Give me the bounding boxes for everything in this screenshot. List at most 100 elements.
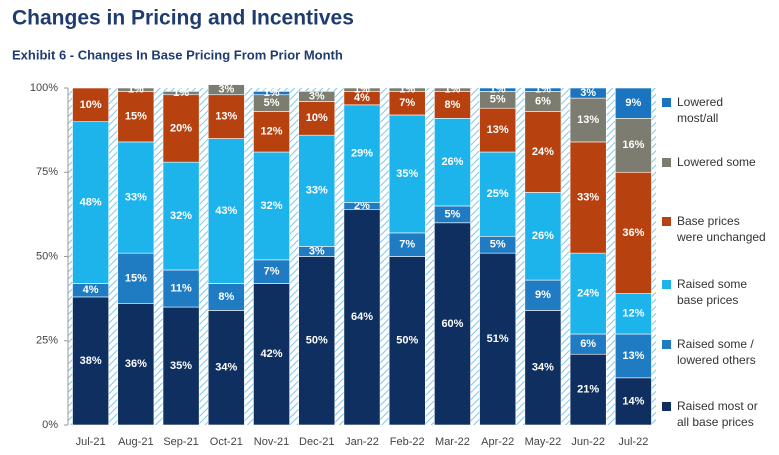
bar-segment xyxy=(117,141,155,254)
bar-segment xyxy=(388,87,426,92)
data-label: 3% xyxy=(218,84,234,96)
data-label: 7% xyxy=(399,97,415,109)
data-label: 6% xyxy=(580,338,596,350)
data-label: 1% xyxy=(535,84,551,96)
y-tick-label: 50% xyxy=(36,250,58,262)
x-tick-label: Aug-21 xyxy=(118,436,153,448)
data-label: 36% xyxy=(622,227,644,239)
data-label: 13% xyxy=(577,114,599,126)
bar-segment xyxy=(524,310,562,426)
bar-segment xyxy=(569,97,607,143)
data-label: 3% xyxy=(580,87,596,99)
data-label: 35% xyxy=(170,360,192,372)
data-label: 14% xyxy=(622,395,644,407)
x-tick-label: Apr-22 xyxy=(481,436,514,448)
bar-segment xyxy=(298,91,336,102)
bar-segment xyxy=(614,377,652,426)
legend-label: Raised some base prices xyxy=(677,277,748,307)
bar-segment xyxy=(207,84,245,96)
legend-label: Raised some / lowered others xyxy=(677,337,756,367)
data-label: 12% xyxy=(261,126,283,138)
data-label: 7% xyxy=(399,239,415,251)
x-tick-label: Nov-21 xyxy=(254,436,289,448)
bar-segment xyxy=(569,353,607,426)
y-tick-label: 100% xyxy=(30,82,58,94)
data-label: 24% xyxy=(532,146,554,158)
legend-item: Raised some / lowered others xyxy=(662,336,774,368)
x-tick-label: Dec-21 xyxy=(299,436,334,448)
data-label: 3% xyxy=(309,90,325,102)
legend-item: Raised most or all base prices xyxy=(662,398,774,430)
legend-swatch xyxy=(662,340,671,349)
data-label: 8% xyxy=(218,291,234,303)
data-label: 32% xyxy=(261,200,283,212)
data-label: 10% xyxy=(306,112,328,124)
data-label: 9% xyxy=(535,289,551,301)
data-label: 60% xyxy=(441,318,463,330)
data-label: 15% xyxy=(125,272,147,284)
bar-segment xyxy=(117,303,155,426)
x-tick-label: Feb-22 xyxy=(390,436,425,448)
x-tick-label: Mar-22 xyxy=(435,436,470,448)
legend-swatch xyxy=(662,402,671,411)
data-label: 8% xyxy=(445,99,461,111)
y-tick-label: 25% xyxy=(36,335,58,347)
bar-segment xyxy=(569,87,607,99)
y-tick-label: 75% xyxy=(36,166,58,178)
bar-segment xyxy=(524,192,562,281)
data-label: 26% xyxy=(441,156,463,168)
bar-segment xyxy=(343,104,381,203)
x-tick-label: Sep-21 xyxy=(163,436,198,448)
data-label: 1% xyxy=(490,84,506,96)
bar-segment xyxy=(614,333,652,379)
legend-item: Base prices were unchanged xyxy=(662,213,774,245)
data-label: 21% xyxy=(577,384,599,396)
legend-label: Raised most or all base prices xyxy=(677,399,758,429)
legend-swatch xyxy=(662,158,671,167)
data-label: 29% xyxy=(351,148,373,160)
data-label: 4% xyxy=(354,92,370,104)
data-label: 38% xyxy=(80,355,102,367)
data-label: 3% xyxy=(309,245,325,257)
bar-segment xyxy=(569,252,607,335)
data-label: 26% xyxy=(532,230,554,242)
bar-segment xyxy=(614,293,652,335)
x-tick-label: Jul-21 xyxy=(76,436,106,448)
data-label: 5% xyxy=(445,208,461,220)
data-label: 50% xyxy=(396,335,418,347)
data-label: 1% xyxy=(264,87,280,99)
legend-swatch xyxy=(662,217,671,226)
bar-segment xyxy=(434,222,471,426)
data-label: 1% xyxy=(399,84,415,96)
data-label: 11% xyxy=(170,282,192,294)
legend-label: Base prices were unchanged xyxy=(677,214,766,244)
data-label: 1% xyxy=(445,84,461,96)
bar-segment xyxy=(388,256,426,426)
data-label: 33% xyxy=(306,185,328,197)
legend-swatch xyxy=(662,280,671,289)
bar-segment xyxy=(479,151,517,237)
data-label: 24% xyxy=(577,287,599,299)
data-label: 5% xyxy=(490,239,506,251)
data-label: 13% xyxy=(215,111,237,123)
data-label: 33% xyxy=(577,191,599,203)
bar-segment xyxy=(388,114,426,234)
bar-segment xyxy=(117,91,155,143)
bar-segment xyxy=(434,118,471,207)
bar-segment xyxy=(614,87,652,119)
data-label: 13% xyxy=(487,124,509,136)
bar-segment xyxy=(524,111,562,193)
bar-segment xyxy=(162,269,200,308)
y-tick-label: 0% xyxy=(42,419,58,431)
legend-item: Lowered most/all xyxy=(662,94,774,126)
data-label: 50% xyxy=(306,335,328,347)
legend-swatch xyxy=(662,98,671,107)
bar-segment xyxy=(614,118,652,173)
bar-segment xyxy=(162,91,200,96)
x-tick-label: Oct-21 xyxy=(210,436,243,448)
bar-segment xyxy=(72,87,110,123)
bar-segment xyxy=(253,91,290,96)
bar-segment xyxy=(117,252,155,304)
data-label: 15% xyxy=(125,111,147,123)
